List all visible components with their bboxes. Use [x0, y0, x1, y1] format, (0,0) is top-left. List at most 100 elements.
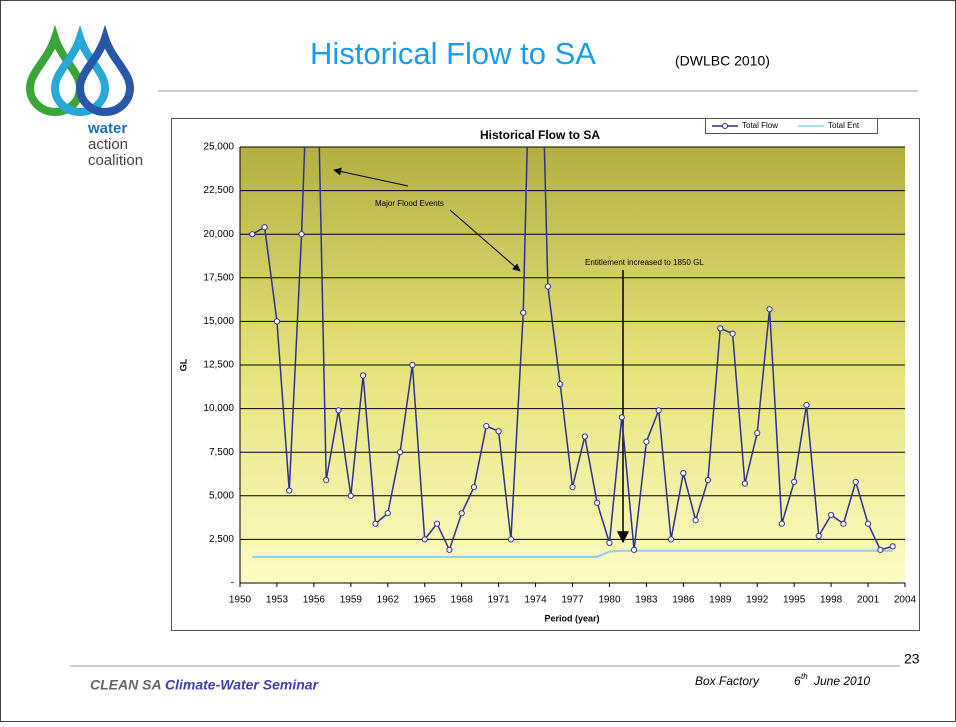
footer-event: Climate-Water Seminar	[165, 677, 320, 693]
point	[323, 477, 330, 484]
x-tick-label: 2001	[857, 595, 880, 606]
x-tick-label: 1989	[709, 595, 732, 606]
point	[298, 231, 305, 238]
y-tick-label: 22,500	[203, 185, 234, 196]
point	[249, 231, 256, 238]
point	[852, 478, 859, 485]
point	[409, 361, 416, 369]
chart-title: Historical Flow to SA	[480, 128, 600, 142]
point	[828, 511, 835, 519]
point	[261, 224, 268, 231]
annotation: Major Flood Events	[375, 199, 444, 208]
x-tick-label: 1962	[377, 595, 400, 606]
x-axis-label: Period (year)	[544, 613, 599, 623]
page-number: 23	[904, 651, 920, 667]
x-tick-label: 1959	[340, 595, 363, 606]
arrow	[333, 167, 409, 187]
point	[569, 483, 576, 491]
logo-text: water	[87, 120, 127, 137]
point	[815, 532, 822, 540]
point	[396, 449, 404, 456]
arrow	[449, 209, 521, 272]
legend-label: Total Flow	[742, 121, 778, 130]
point	[483, 422, 490, 430]
y-tick-label: 7,500	[209, 447, 234, 458]
point	[754, 429, 761, 437]
point	[446, 546, 453, 553]
point	[655, 407, 662, 414]
y-tick-label: 20,000	[203, 229, 234, 240]
point	[840, 520, 847, 527]
annotation: Entitlement increased to 1850 GL	[585, 258, 704, 267]
slide-source: (DWLBC 2010)	[675, 53, 770, 69]
x-tick-label: 1983	[635, 595, 658, 606]
point	[778, 520, 785, 527]
point	[643, 438, 650, 445]
y-tick-label: 17,500	[203, 272, 234, 283]
x-tick-label: 1971	[487, 595, 510, 606]
point	[372, 520, 379, 527]
footer-place: Box Factory	[695, 674, 760, 688]
y-tick-label: 10,000	[203, 403, 234, 414]
logo: water action coalition	[25, 24, 143, 169]
point	[594, 499, 601, 506]
legend-label: Total Ent	[828, 121, 860, 130]
y-tick-label: 12,500	[203, 360, 234, 371]
y-tick-label: 25,000	[203, 142, 234, 153]
point	[618, 414, 625, 421]
x-tick-label: 1992	[746, 595, 769, 606]
point	[286, 487, 293, 494]
point	[507, 536, 515, 543]
point	[766, 306, 773, 313]
point	[384, 510, 391, 517]
point	[680, 470, 687, 477]
point	[864, 520, 872, 527]
point	[729, 330, 736, 337]
x-tick-label: 1977	[561, 595, 584, 606]
point	[581, 433, 588, 440]
point	[791, 478, 798, 485]
y-tick-label: 5,000	[209, 490, 234, 501]
footer-date: June 2010	[813, 674, 870, 688]
point	[704, 477, 712, 484]
footer-org: CLEAN SA	[90, 677, 162, 693]
point	[630, 546, 638, 553]
point	[433, 520, 441, 527]
y-tick-label: 15,000	[203, 316, 234, 327]
point	[520, 309, 527, 316]
y-tick-label: 2,500	[209, 534, 234, 545]
point	[877, 546, 884, 553]
x-tick-label: 1986	[672, 595, 695, 606]
slide-title: Historical Flow to SA	[310, 36, 596, 71]
point	[470, 483, 478, 491]
series-group	[249, 147, 896, 558]
point	[889, 543, 896, 550]
x-tick-label: 1965	[414, 595, 437, 606]
point	[606, 539, 613, 546]
point	[544, 283, 551, 290]
point	[557, 381, 564, 388]
series-line	[252, 549, 893, 558]
x-tick-label: 1968	[451, 595, 474, 606]
y-tick-label: -	[231, 578, 234, 589]
x-tick-label: 1980	[598, 595, 621, 606]
point	[421, 536, 428, 543]
footer-day-suffix: th	[801, 672, 808, 681]
point	[495, 428, 502, 435]
x-tick-label: 2004	[894, 595, 917, 606]
point	[692, 517, 699, 524]
x-tick-label: 1974	[524, 595, 547, 606]
point	[360, 372, 367, 379]
x-tick-label: 1995	[783, 595, 806, 606]
point	[335, 407, 342, 414]
footer-day: 6	[794, 674, 801, 688]
x-tick-label: 1950	[229, 595, 252, 606]
y-axis-label: GL	[178, 358, 188, 371]
point	[458, 510, 465, 517]
x-tick-label: 1956	[303, 595, 326, 606]
point	[347, 492, 354, 499]
point	[667, 536, 675, 543]
legend	[705, 118, 878, 134]
x-tick-label: 1998	[820, 595, 843, 606]
